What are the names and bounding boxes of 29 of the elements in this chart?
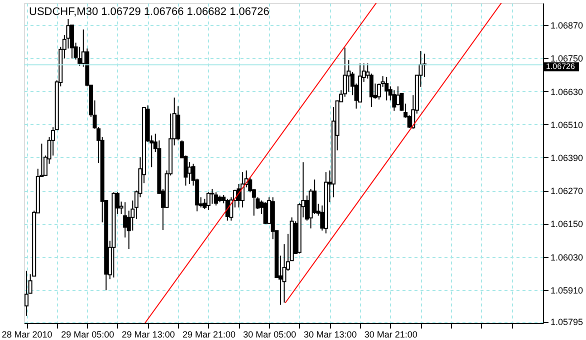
y-tick-label: 1.06870 (550, 20, 584, 31)
candlestick (78, 46, 82, 66)
candlestick (240, 172, 245, 208)
candlestick (384, 76, 389, 101)
y-tick-label: 1.06750 (550, 54, 584, 64)
y-tick-label: 1.06030 (550, 252, 584, 262)
ref-line-label: 1.06726 (546, 62, 576, 71)
y-tick-label: 1.06270 (550, 186, 584, 196)
candlestick (210, 188, 214, 204)
y-tick-label: 1.05795 (550, 317, 584, 328)
x-tick-label: 29 Mar 21:00 (182, 330, 236, 340)
candlestick (206, 192, 210, 210)
x-tick-label: 29 Mar 13:00 (122, 330, 175, 340)
chart-title: USDCHF,M30 1.06729 1.06766 1.06682 1.06726 (29, 6, 270, 18)
candlestick (176, 106, 180, 141)
candlestick (214, 192, 218, 206)
x-tick-label: 30 Mar 21:00 (364, 330, 418, 340)
y-tick-label: 1.06630 (550, 86, 584, 97)
y-tick-label: 1.06390 (550, 152, 584, 163)
y-tick-label: 1.06510 (550, 120, 584, 130)
y-tick-label: 1.06150 (550, 219, 584, 230)
candlestick (24, 270, 29, 316)
y-tick-label: 1.05910 (550, 285, 584, 296)
x-tick-label: 30 Mar 13:00 (304, 330, 357, 340)
candlestick (392, 90, 396, 112)
x-tick-label: 29 Mar 05:00 (61, 330, 114, 340)
x-tick-label: 30 Mar 05:00 (243, 330, 296, 340)
candlestick (312, 179, 317, 215)
x-tick-label: 28 Mar 2010 (2, 330, 52, 340)
